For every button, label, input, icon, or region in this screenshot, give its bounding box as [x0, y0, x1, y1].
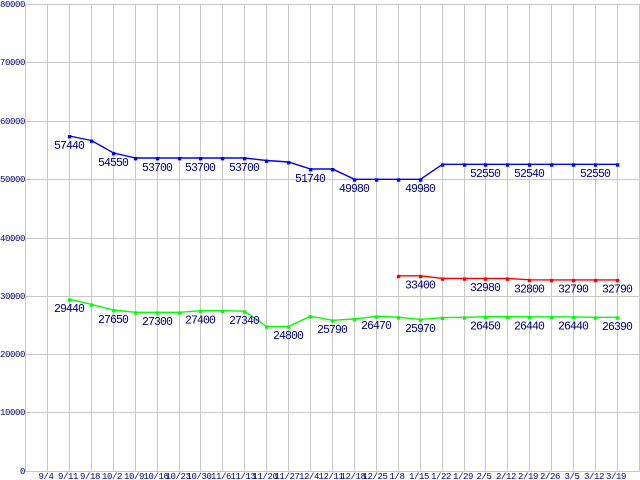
svg-text:53700: 53700 — [229, 162, 260, 175]
svg-text:24800: 24800 — [273, 330, 304, 343]
svg-text:12/25: 12/25 — [362, 472, 387, 480]
svg-text:20000: 20000 — [0, 350, 25, 360]
svg-text:25790: 25790 — [317, 324, 348, 337]
svg-text:53700: 53700 — [142, 162, 173, 175]
svg-text:33400: 33400 — [405, 280, 436, 293]
svg-text:27300: 27300 — [142, 316, 173, 329]
svg-text:50000: 50000 — [0, 175, 25, 185]
svg-text:2/5: 2/5 — [476, 472, 491, 480]
svg-text:11/13: 11/13 — [230, 472, 255, 480]
svg-text:3/19: 3/19 — [606, 472, 626, 480]
svg-text:3/5: 3/5 — [564, 472, 579, 480]
svg-text:52540: 52540 — [514, 168, 545, 181]
svg-text:32800: 32800 — [514, 284, 545, 297]
svg-text:25970: 25970 — [405, 323, 436, 336]
svg-text:12/11: 12/11 — [318, 472, 343, 480]
svg-text:30000: 30000 — [0, 292, 25, 302]
svg-text:51740: 51740 — [295, 173, 326, 186]
svg-text:52550: 52550 — [470, 168, 501, 181]
svg-text:26470: 26470 — [361, 320, 392, 333]
svg-text:32980: 32980 — [470, 282, 501, 295]
svg-text:53700: 53700 — [185, 162, 216, 175]
svg-text:26390: 26390 — [602, 321, 633, 334]
svg-text:49980: 49980 — [405, 183, 436, 196]
svg-text:11/20: 11/20 — [252, 472, 277, 480]
svg-text:27650: 27650 — [98, 314, 129, 327]
svg-text:27400: 27400 — [185, 315, 216, 328]
svg-text:11/27: 11/27 — [274, 472, 299, 480]
svg-text:2/12: 2/12 — [496, 472, 516, 480]
svg-text:11/6: 11/6 — [211, 472, 231, 480]
svg-text:1/8: 1/8 — [389, 472, 404, 480]
svg-text:12/4: 12/4 — [299, 472, 319, 480]
svg-text:10000: 10000 — [0, 408, 25, 418]
svg-text:10/2: 10/2 — [102, 472, 122, 480]
svg-text:12/18: 12/18 — [340, 472, 365, 480]
svg-text:26450: 26450 — [470, 321, 501, 334]
svg-text:26440: 26440 — [558, 321, 589, 334]
svg-text:29440: 29440 — [54, 303, 85, 316]
svg-text:1/15: 1/15 — [409, 472, 429, 480]
svg-text:10/23: 10/23 — [165, 472, 190, 480]
svg-text:10/16: 10/16 — [143, 472, 168, 480]
svg-text:52550: 52550 — [580, 168, 611, 181]
svg-text:1/22: 1/22 — [431, 472, 451, 480]
svg-text:2/26: 2/26 — [540, 472, 560, 480]
svg-text:60000: 60000 — [0, 117, 25, 127]
svg-text:57440: 57440 — [54, 140, 85, 153]
svg-text:32790: 32790 — [602, 284, 633, 297]
svg-text:9/18: 9/18 — [80, 472, 100, 480]
svg-text:40000: 40000 — [0, 234, 25, 244]
svg-text:32790: 32790 — [558, 284, 589, 297]
svg-text:1/29: 1/29 — [453, 472, 473, 480]
svg-text:80000: 80000 — [0, 0, 25, 10]
svg-text:27340: 27340 — [229, 315, 260, 328]
svg-text:0: 0 — [20, 467, 25, 477]
svg-text:10/9: 10/9 — [124, 472, 144, 480]
svg-text:26440: 26440 — [514, 321, 545, 334]
svg-text:3/12: 3/12 — [584, 472, 604, 480]
svg-text:10/30: 10/30 — [186, 472, 211, 480]
svg-text:9/4: 9/4 — [38, 472, 53, 480]
svg-text:2/19: 2/19 — [518, 472, 538, 480]
svg-text:49980: 49980 — [339, 183, 370, 196]
svg-text:54550: 54550 — [98, 157, 129, 170]
svg-text:70000: 70000 — [0, 58, 25, 68]
svg-text:9/11: 9/11 — [58, 472, 78, 480]
